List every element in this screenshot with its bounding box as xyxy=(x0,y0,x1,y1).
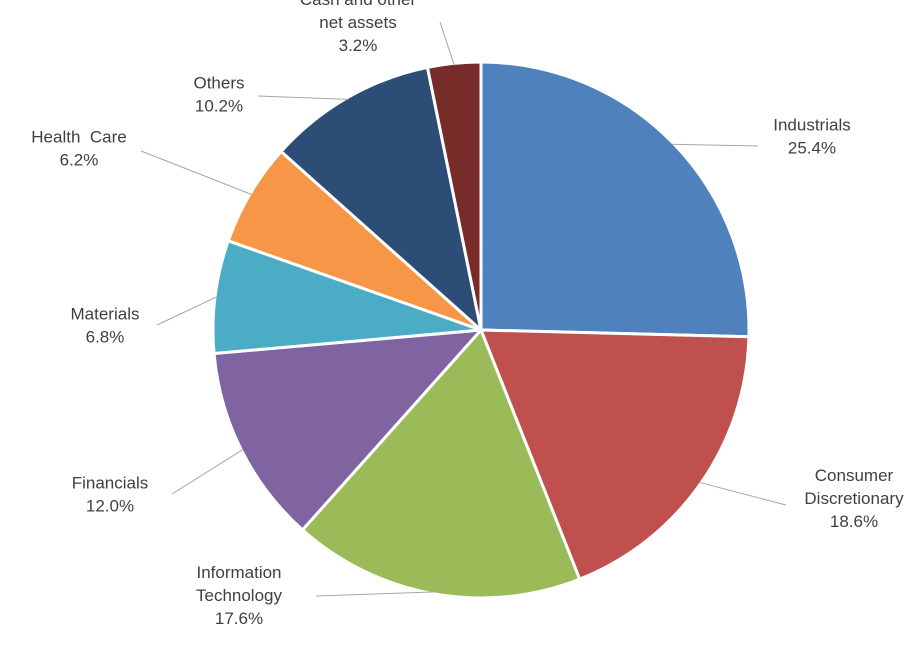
data-label-health-care: Health Care 6.2% xyxy=(31,128,126,170)
pie-slice-consumer-discretionary xyxy=(479,328,751,581)
leader-line-others xyxy=(257,95,349,100)
pie-slice-others xyxy=(279,65,483,332)
slice-name-label: Consumer xyxy=(815,466,894,485)
pie-slice-industrials xyxy=(479,60,751,339)
slice-percent-label: 25.4% xyxy=(788,139,836,158)
leader-line-materials xyxy=(156,296,218,326)
slice-percent-label: 17.6% xyxy=(215,609,263,628)
slice-name-label: Technology xyxy=(196,586,283,605)
leader-line-health-care xyxy=(140,150,253,196)
slice-percent-label: 10.2% xyxy=(195,97,243,116)
slice-name-label: Industrials xyxy=(773,116,850,135)
data-label-cash-and-other-net-assets: Cash and other net assets 3.2% xyxy=(300,0,417,55)
slice-name-label: Financials xyxy=(72,474,149,493)
slice-name-label: Health Care xyxy=(31,128,126,147)
slice-name-label: Materials xyxy=(71,305,140,324)
slices-layer xyxy=(211,60,751,600)
slice-percent-label: 18.6% xyxy=(830,512,878,531)
data-label-others: Others 10.2% xyxy=(193,74,244,116)
slice-percent-label: 3.2% xyxy=(339,36,378,55)
data-label-materials: Materials 6.8% xyxy=(71,305,140,347)
slice-name-label: Others xyxy=(193,74,244,93)
slice-percent-label: 6.2% xyxy=(60,151,99,170)
leader-line-cash-and-other-net-assets xyxy=(439,21,455,66)
slice-name-label: Cash and other xyxy=(300,0,417,9)
slice-name-label: Discretionary xyxy=(804,489,904,508)
slice-percent-label: 6.8% xyxy=(86,328,125,347)
pie-slice-materials xyxy=(211,239,483,356)
leader-line-information-technology xyxy=(315,591,435,597)
leader-line-industrials xyxy=(671,143,759,147)
leader-line-consumer-discretionary xyxy=(698,481,787,506)
leader-line-financials xyxy=(171,448,244,495)
data-label-industrials: Industrials 25.4% xyxy=(773,116,850,158)
data-label-consumer-discretionary: Consumer Discretionary 18.6% xyxy=(804,466,904,531)
leader-lines-layer xyxy=(140,21,787,597)
labels-layer: Industrials 25.4% Consumer Discretionary 18.… xyxy=(31,0,904,628)
data-label-information-technology: Information Technology 17.6% xyxy=(196,563,283,628)
data-label-financials: Financials 12.0% xyxy=(72,474,149,516)
slice-name-label: Information xyxy=(196,563,281,582)
slice-percent-label: 12.0% xyxy=(86,497,134,516)
pie-slice-information-technology xyxy=(301,328,582,600)
slice-name-label: net assets xyxy=(319,13,397,32)
